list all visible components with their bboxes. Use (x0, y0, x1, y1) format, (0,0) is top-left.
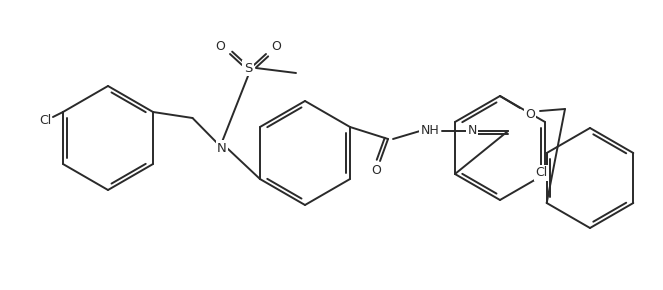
Text: O: O (371, 164, 381, 177)
Text: O: O (525, 108, 535, 121)
Text: N: N (467, 124, 477, 137)
Text: S: S (244, 61, 252, 75)
Text: NH: NH (420, 124, 440, 137)
Text: O: O (271, 39, 281, 52)
Text: Cl: Cl (39, 113, 51, 126)
Text: O: O (215, 39, 225, 52)
Text: N: N (217, 142, 227, 155)
Text: Cl: Cl (536, 166, 548, 180)
